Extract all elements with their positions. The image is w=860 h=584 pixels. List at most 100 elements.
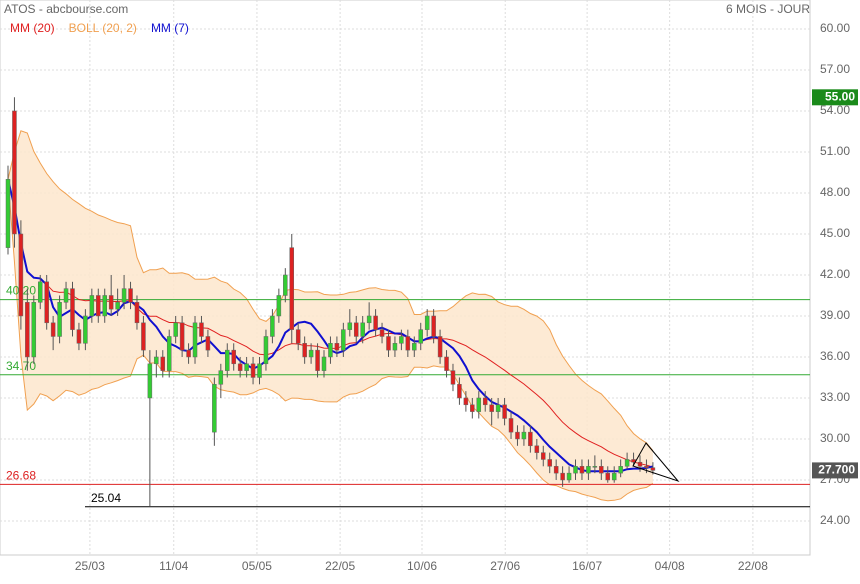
candle-body <box>502 404 507 419</box>
level-label: 25.04 <box>91 491 121 505</box>
candle-body <box>341 329 346 351</box>
candle-body <box>405 336 411 351</box>
candle-body <box>450 370 456 385</box>
candle-body <box>379 329 385 337</box>
candle-body <box>592 466 598 468</box>
candle-body <box>96 295 101 317</box>
candle-body <box>147 363 153 399</box>
candle-body <box>321 356 327 371</box>
candle-body <box>70 288 75 330</box>
candle-body <box>160 356 166 371</box>
bollinger-upper <box>7 130 654 452</box>
candle-body <box>231 349 236 365</box>
candle-body <box>237 363 243 371</box>
legend-entry: BOLL (20, 2) <box>69 21 137 35</box>
candle-body <box>83 315 88 344</box>
candle-body <box>431 315 436 337</box>
candle-body <box>495 404 501 412</box>
y-tick-label: 24.00 <box>820 513 850 527</box>
candle-body <box>373 315 378 330</box>
candle-body <box>154 356 159 365</box>
candle-body <box>192 322 198 358</box>
y-tick-label: 48.00 <box>820 185 850 199</box>
x-tick-label: 25/03 <box>75 559 105 573</box>
candle-body <box>63 288 69 303</box>
candle-body <box>44 281 49 324</box>
candle-body <box>457 384 462 399</box>
candle-body <box>399 336 404 344</box>
candle-body <box>250 363 256 378</box>
candle-body <box>25 302 30 358</box>
candle-body <box>270 315 275 337</box>
candle-body <box>566 472 572 481</box>
y-tick-label: 42.00 <box>820 267 850 281</box>
candle-body <box>541 452 546 460</box>
candle-body <box>108 295 114 310</box>
candle-body <box>205 336 211 351</box>
period-label: 6 MOIS - JOUR <box>726 2 810 16</box>
candle-body <box>650 467 656 471</box>
candle-body <box>276 295 282 317</box>
candle-body <box>424 315 430 330</box>
price-tag-label: 27.700 <box>818 463 855 477</box>
candle-body <box>302 343 307 358</box>
candle-body <box>515 431 520 440</box>
candle-body <box>553 466 559 474</box>
candle-body <box>18 233 24 317</box>
candle-body <box>134 302 140 324</box>
candle-body <box>437 336 443 358</box>
y-tick-label: 51.00 <box>820 144 850 158</box>
y-tick-label: 54.00 <box>820 103 850 117</box>
candle-body <box>334 343 340 351</box>
x-tick-label: 22/08 <box>738 559 768 573</box>
candle-body <box>489 404 494 412</box>
level-label: 34.70 <box>6 359 36 373</box>
candle-body <box>199 322 204 337</box>
legend-entry: MM (20) <box>10 21 55 35</box>
candle-body <box>121 288 127 303</box>
y-tick-label: 39.00 <box>820 308 850 322</box>
candle-body <box>289 247 295 330</box>
candle-body <box>392 343 398 351</box>
candle-body <box>637 461 643 467</box>
candle-body <box>444 356 449 371</box>
candle-body <box>173 322 178 337</box>
candle-body <box>50 322 56 337</box>
x-tick-label: 04/08 <box>655 559 685 573</box>
candle-body <box>360 322 365 337</box>
candle-body <box>308 349 314 358</box>
candle-body <box>482 397 488 406</box>
candle-body <box>579 466 585 474</box>
candle-body <box>115 302 120 310</box>
candle-body <box>611 472 617 481</box>
level-label: 26.68 <box>6 469 36 483</box>
y-tick-label: 36.00 <box>820 349 850 363</box>
candle-body <box>470 404 475 412</box>
candle-body <box>89 295 95 317</box>
candle-body <box>12 110 17 235</box>
candle-body <box>212 384 217 433</box>
candle-body <box>102 295 107 317</box>
candle-body <box>528 431 533 447</box>
candle-body <box>508 418 514 433</box>
candle-body <box>186 349 191 358</box>
drawing-triangle <box>632 442 680 483</box>
candle-body <box>218 370 224 385</box>
candle-body <box>418 329 423 344</box>
candle-body <box>179 322 185 351</box>
candle-body <box>353 322 359 337</box>
y-tick-label: 33.00 <box>820 390 850 404</box>
candle-body <box>521 431 527 440</box>
candle-body <box>624 459 630 467</box>
candle-body <box>141 322 146 351</box>
candle-body <box>5 179 11 248</box>
candle-body <box>244 363 249 371</box>
candle-body <box>618 466 623 474</box>
candle-body <box>347 322 353 330</box>
y-tick-label: 30.00 <box>820 431 850 445</box>
x-tick-label: 22/05 <box>325 559 355 573</box>
candle-body <box>366 315 372 324</box>
candle-body <box>386 336 391 351</box>
candle-body <box>257 363 262 378</box>
